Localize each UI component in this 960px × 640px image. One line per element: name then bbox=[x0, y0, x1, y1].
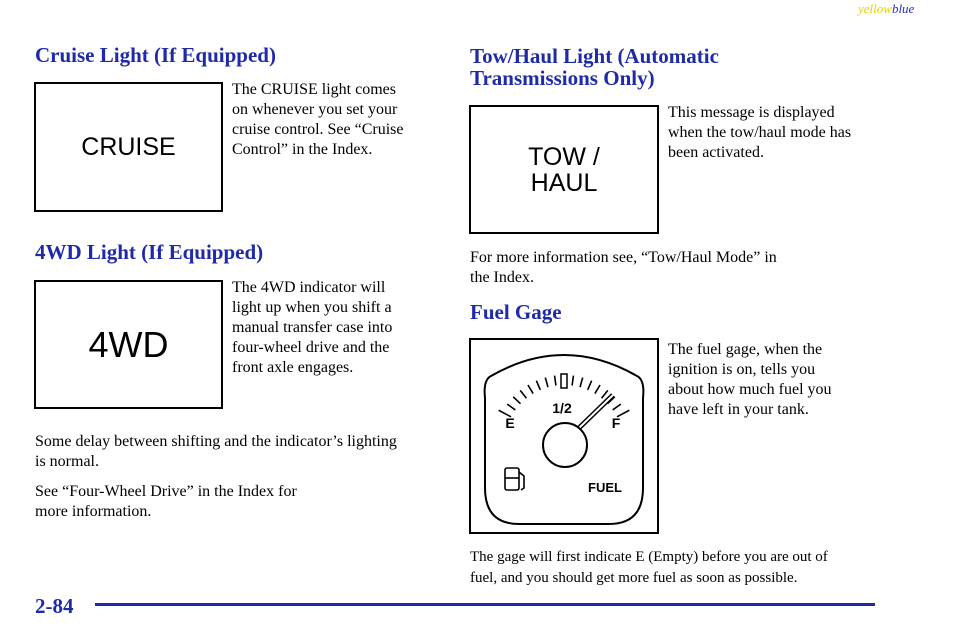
gauge-tick bbox=[579, 377, 584, 388]
gauge-label: F bbox=[612, 415, 621, 431]
note: See “Four-Wheel Drive” in the Index for … bbox=[35, 482, 297, 522]
gauge-tick bbox=[586, 380, 593, 391]
heading-line: Tow/Haul Light (Automatic bbox=[470, 44, 719, 68]
gauge-tick bbox=[527, 384, 534, 394]
heading-line: Transmissions Only) bbox=[470, 66, 655, 90]
gauge-tick bbox=[519, 389, 528, 399]
text-line: Control” in the Index. bbox=[232, 141, 373, 158]
gauge-tick bbox=[498, 409, 512, 418]
text-line: when the tow/haul mode has bbox=[668, 124, 852, 141]
note: The gage will first indicate E (Empty) b… bbox=[470, 547, 828, 589]
text-line: The CRUISE light comes bbox=[232, 81, 396, 98]
text-line: more information. bbox=[35, 503, 152, 520]
gauge-tick bbox=[594, 384, 601, 394]
description: The fuel gage, when the ignition is on, … bbox=[668, 340, 832, 420]
footer-rule bbox=[95, 603, 875, 606]
note: Some delay between shifting and the indi… bbox=[35, 432, 397, 472]
indicator-label: TOW / bbox=[528, 142, 600, 171]
indicator-box: TOW / HAUL bbox=[469, 105, 659, 234]
text-line: The 4WD indicator will bbox=[232, 279, 386, 296]
gauge-ticks bbox=[498, 375, 630, 418]
fuel-gauge: 1/2 E F FUEL bbox=[469, 338, 659, 534]
text-line: manual transfer case into bbox=[232, 319, 393, 336]
heading: Cruise Light (If Equipped) bbox=[35, 43, 276, 67]
text-line: The fuel gage, when the bbox=[668, 341, 823, 358]
text-line: For more information see, “Tow/Haul Mode… bbox=[470, 249, 777, 266]
text-line: on whenever you set your bbox=[232, 101, 398, 118]
description: This message is displayed when the tow/h… bbox=[668, 103, 851, 163]
text-line: about how much fuel you bbox=[668, 381, 832, 398]
gauge-tick bbox=[544, 377, 549, 388]
text-line: have left in your tank. bbox=[668, 401, 809, 418]
indicator-box: 4WD bbox=[34, 280, 223, 409]
heading: Tow/Haul Light (Automatic Transmissions … bbox=[470, 45, 719, 89]
page-number: 2-84 bbox=[35, 594, 74, 618]
text-line: four-wheel drive and the bbox=[232, 339, 390, 356]
heading: 4WD Light (If Equipped) bbox=[35, 240, 264, 264]
description: The CRUISE light comes on whenever you s… bbox=[232, 80, 404, 160]
text-line: ignition is on, tells you bbox=[668, 361, 816, 378]
half-marker bbox=[560, 373, 568, 389]
indicator-label: HAUL bbox=[530, 168, 598, 197]
needle-inner bbox=[578, 394, 614, 429]
gauge-hub bbox=[542, 422, 588, 468]
text-line: cruise control. See “Cruise bbox=[232, 121, 404, 138]
tag-blue: blue bbox=[891, 1, 915, 16]
indicator-box: CRUISE bbox=[34, 82, 223, 212]
heading: Fuel Gage bbox=[470, 300, 562, 324]
gauge-label: 1/2 bbox=[552, 400, 572, 416]
fuel-pump-icon bbox=[504, 467, 525, 491]
gauge-tick bbox=[506, 403, 516, 411]
text-line: front axle engages. bbox=[232, 359, 354, 376]
gauge-tick bbox=[600, 389, 609, 399]
gauge-tick bbox=[512, 396, 522, 405]
note: For more information see, “Tow/Haul Mode… bbox=[470, 248, 777, 288]
indicator-label: 4WD bbox=[88, 323, 169, 365]
gauge-label: E bbox=[505, 415, 514, 431]
text-line: Some delay between shifting and the indi… bbox=[35, 433, 397, 450]
gauge-tick bbox=[612, 403, 622, 411]
gauge-tick bbox=[616, 409, 630, 418]
gauge-tick bbox=[571, 375, 575, 386]
gauge-label: FUEL bbox=[588, 480, 622, 495]
text-line: See “Four-Wheel Drive” in the Index for bbox=[35, 483, 297, 500]
tag-yellow: yellow bbox=[858, 1, 892, 16]
text-line: The gage will first indicate E (Empty) b… bbox=[470, 549, 828, 565]
indicator-label: CRUISE bbox=[81, 132, 176, 161]
gauge-tick bbox=[535, 380, 542, 391]
text-line: This message is displayed bbox=[668, 104, 835, 121]
description: The 4WD indicator will light up when you… bbox=[232, 278, 392, 378]
text-line: the Index. bbox=[470, 269, 534, 286]
text-line: fuel, and you should get more fuel as so… bbox=[470, 570, 798, 586]
gauge-tick bbox=[553, 375, 557, 386]
color-tag: yellowblue bbox=[858, 1, 914, 17]
text-line: been activated. bbox=[668, 144, 764, 161]
text-line: light up when you shift a bbox=[232, 299, 392, 316]
text-line: is normal. bbox=[35, 453, 99, 470]
